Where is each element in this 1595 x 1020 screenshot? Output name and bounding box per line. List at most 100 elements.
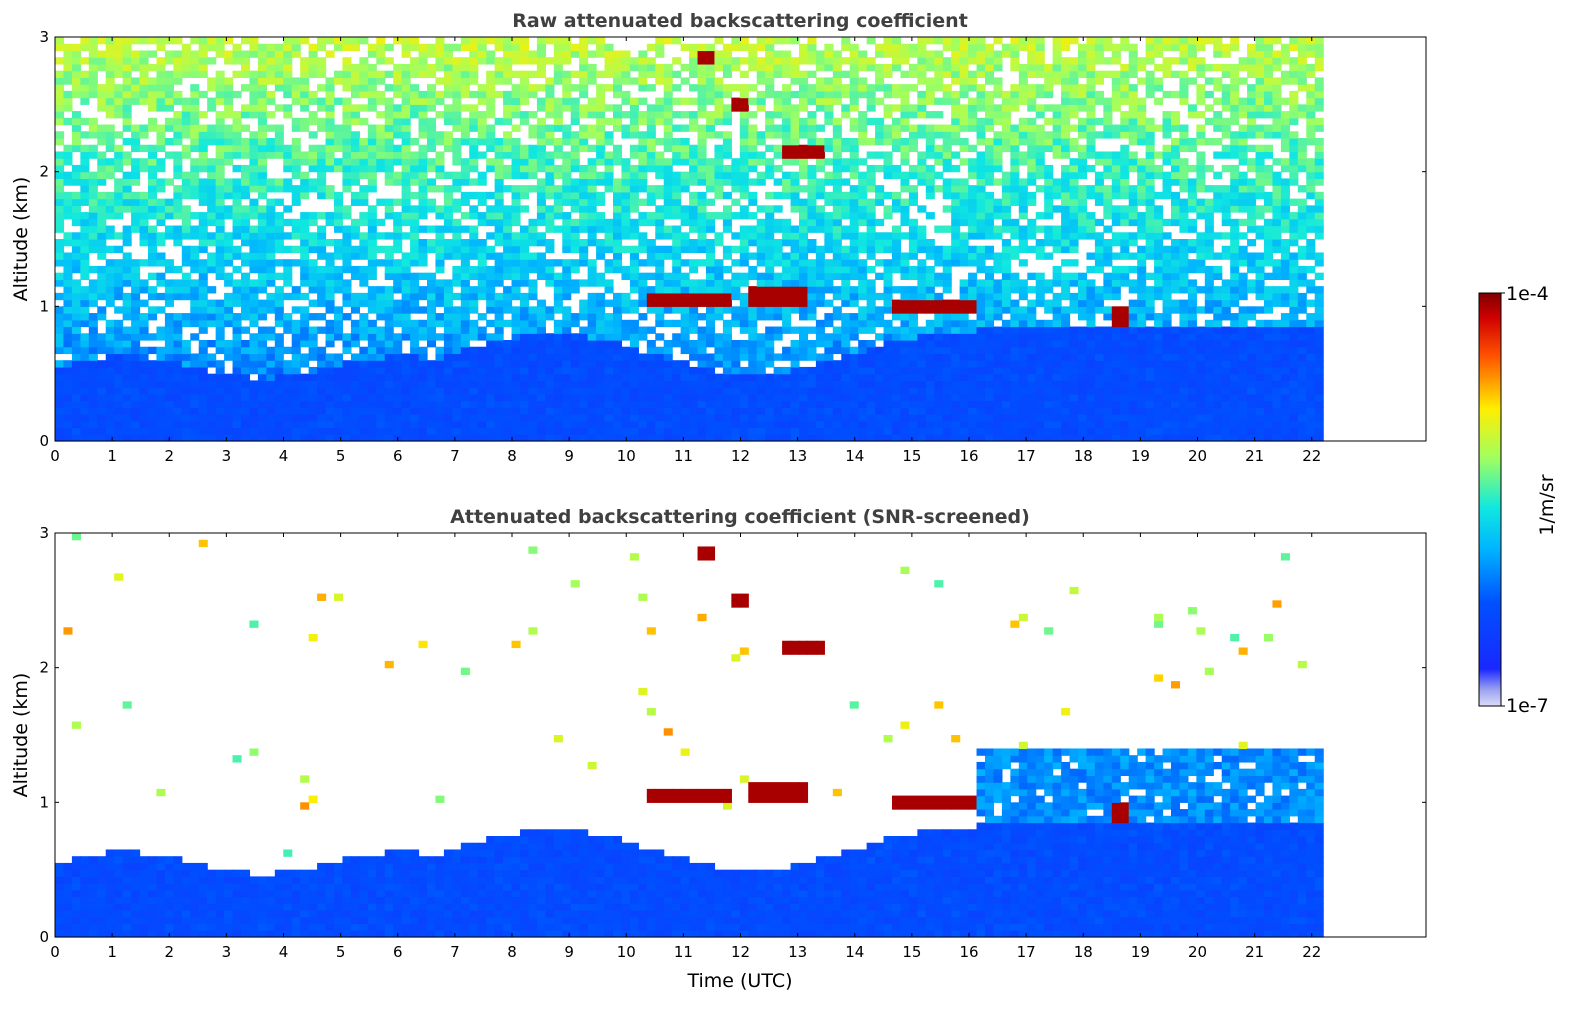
heatmap-cell (545, 164, 555, 173)
heatmap-cell (190, 299, 200, 307)
heatmap-cell (63, 292, 73, 301)
heatmap-cell (655, 191, 665, 200)
heatmap-cell (384, 205, 394, 213)
heatmap-cell (824, 239, 834, 247)
heatmap-cell (249, 111, 259, 119)
heatmap-cell (553, 225, 563, 233)
heatmap-cell (824, 144, 834, 153)
heatmap-cell (756, 427, 766, 435)
heatmap-cell (815, 164, 825, 173)
heatmap-cell (359, 265, 369, 274)
heatmap-cell (536, 158, 546, 166)
heatmap-cell (663, 360, 673, 368)
heatmap-cell (410, 171, 420, 179)
heatmap-cell (689, 158, 699, 166)
heatmap-cell (460, 427, 470, 435)
heatmap-cell (520, 400, 530, 408)
heatmap-cell (401, 313, 411, 321)
heatmap-cell (714, 380, 724, 388)
heatmap-cell (359, 84, 369, 92)
heatmap-cell (55, 319, 65, 328)
heatmap-cell (190, 313, 200, 321)
heatmap-cell (613, 407, 623, 415)
heatmap-cell (866, 340, 876, 348)
heatmap-cell (139, 57, 149, 65)
heatmap-cell (748, 232, 758, 240)
heatmap-cell (596, 393, 606, 402)
heatmap-cell (80, 218, 90, 227)
heatmap-cell (325, 286, 335, 294)
heatmap-cell (731, 212, 741, 220)
heatmap-cell (198, 346, 208, 355)
heatmap-cell (266, 393, 276, 402)
heatmap-cell (511, 313, 521, 321)
heatmap-cell (739, 420, 749, 429)
heatmap-cell (925, 111, 935, 119)
heatmap-cell (892, 373, 902, 381)
heatmap-cell (824, 138, 834, 146)
heatmap-cell (401, 63, 411, 72)
heatmap-cell (917, 326, 927, 334)
heatmap-cell (663, 366, 673, 375)
heatmap-cell (325, 360, 335, 368)
heatmap-cell (511, 90, 521, 99)
heatmap-cell (596, 225, 606, 233)
heatmap-cell (672, 299, 682, 307)
heatmap-cell (367, 232, 377, 240)
heatmap-cell (63, 239, 73, 247)
heatmap-cell (325, 306, 335, 314)
heatmap-cell (418, 185, 428, 193)
heatmap-cell (799, 239, 809, 247)
heatmap-cell (731, 245, 741, 254)
heatmap-cell (384, 144, 394, 153)
heatmap-cell (477, 346, 487, 355)
heatmap-cell (739, 205, 749, 213)
heatmap-cell (655, 111, 665, 119)
heatmap-cell (274, 393, 284, 402)
heatmap-cell (621, 57, 631, 65)
heatmap-cell (824, 43, 834, 52)
heatmap-cell (714, 299, 724, 307)
heatmap-cell (97, 158, 107, 166)
heatmap-cell (173, 77, 183, 85)
heatmap-cell (452, 326, 462, 334)
heatmap-cell (376, 333, 386, 341)
heatmap-cell (503, 272, 513, 280)
heatmap-cell (443, 225, 453, 233)
heatmap-cell (807, 380, 817, 388)
heatmap-cell (858, 84, 868, 92)
heatmap-cell (494, 77, 504, 85)
heatmap-cell (274, 185, 284, 193)
heatmap-cell (646, 245, 656, 254)
heatmap-cell (325, 239, 335, 247)
heatmap-cell (224, 299, 234, 307)
heatmap-cell (274, 373, 284, 381)
heatmap-cell (105, 198, 115, 206)
heatmap-cell (283, 420, 293, 429)
heatmap-cell (494, 232, 504, 240)
heatmap-cell (875, 63, 885, 72)
heatmap-cell (714, 414, 724, 422)
heatmap-cell (393, 299, 403, 307)
heatmap-cell (198, 124, 208, 132)
heatmap-cell (469, 353, 479, 361)
heatmap-cell (646, 57, 656, 65)
heatmap-cell (494, 178, 504, 186)
heatmap-cell (866, 117, 876, 126)
heatmap-cell (883, 124, 893, 132)
heatmap-cell (494, 434, 504, 442)
heatmap-cell (824, 420, 834, 429)
heatmap-cell (731, 63, 741, 72)
heatmap-cell (173, 171, 183, 179)
heatmap-cell (131, 144, 141, 153)
heatmap-cell (477, 97, 487, 105)
heatmap-cell (300, 265, 310, 274)
heatmap-cell (215, 373, 225, 381)
heatmap-cell (317, 400, 327, 408)
heatmap-cell (511, 171, 521, 179)
heatmap-cell (257, 420, 267, 429)
heatmap-cell (164, 232, 174, 240)
heatmap-cell (892, 144, 902, 153)
heatmap-cell (790, 198, 800, 206)
heatmap-cell (443, 319, 453, 328)
